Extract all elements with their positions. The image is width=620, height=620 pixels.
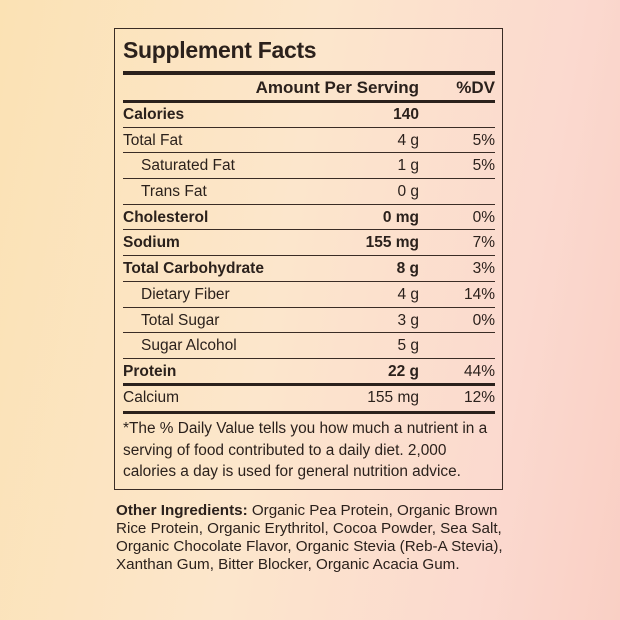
supplement-facts-panel: Supplement Facts Amount Per Serving %DV … <box>114 28 503 490</box>
nutrient-amount: 3 g <box>397 311 419 329</box>
nutrient-row: Protein 22 g 44% <box>123 359 495 385</box>
nutrient-name: Calcium <box>123 388 179 406</box>
nutrient-row: Calories 140 <box>123 102 495 128</box>
nutrient-amount: 22 g <box>387 362 419 380</box>
nutrient-row: Total Fat 4 g 5% <box>123 128 495 154</box>
nutrient-row: Cholesterol 0 mg 0% <box>123 205 495 231</box>
nutrient-name: Sodium <box>123 234 180 252</box>
header-divider <box>123 100 495 103</box>
nutrient-row: Total Carbohydrate 8 g 3% <box>123 256 495 282</box>
nutrient-name: Dietary Fiber <box>141 285 230 303</box>
nutrient-name: Total Fat <box>123 131 183 149</box>
nutrient-row: Dietary Fiber 4 g 14% <box>123 282 495 308</box>
nutrient-row: Calcium 155 mg 12% <box>123 385 495 411</box>
nutrient-amount: 4 g <box>397 131 419 149</box>
nutrient-dv: 14% <box>463 285 495 303</box>
thick-divider <box>123 71 495 75</box>
nutrient-name: Total Sugar <box>141 311 220 329</box>
nutrient-amount: 140 <box>393 106 419 123</box>
nutrient-table: Calories 140 Total Fat 4 g 5% Saturated Fat 1 … <box>123 102 495 410</box>
nutrient-row: Trans Fat 0 g <box>123 179 495 205</box>
nutrient-row: Total Sugar 3 g 0% <box>123 308 495 334</box>
nutrient-row: Sugar Alcohol 5 g <box>123 333 495 359</box>
nutrient-name: Trans Fat <box>141 183 207 201</box>
nutrient-name: Cholesterol <box>123 208 209 226</box>
nutrient-name: Calories <box>123 106 185 123</box>
calcium-divider <box>123 383 495 386</box>
nutrient-amount: 5 g <box>397 337 419 355</box>
nutrient-amount: 1 g <box>397 157 419 175</box>
column-header: Amount Per Serving %DV <box>123 78 495 100</box>
other-ingredients: Other Ingredients: Organic Pea Protein, … <box>116 502 506 574</box>
nutrient-dv: 7% <box>472 234 495 252</box>
nutrient-amount: 4 g <box>397 285 419 303</box>
nutrient-amount: 0 g <box>397 183 419 201</box>
nutrient-amount: 155 mg <box>367 388 419 406</box>
nutrient-amount: 0 mg <box>382 208 419 226</box>
nutrient-row: Saturated Fat 1 g 5% <box>123 153 495 180</box>
nutrient-dv: 3% <box>472 260 495 278</box>
nutrient-dv: 12% <box>463 388 495 406</box>
nutrient-name: Saturated Fat <box>141 157 235 175</box>
dv-header: %DV <box>456 78 495 97</box>
nutrient-dv: 5% <box>472 157 495 175</box>
ingredients-text: Organic Pea Protein, Organic Brown Rice … <box>116 502 503 573</box>
nutrient-name: Total Carbohydrate <box>123 260 264 278</box>
nutrient-dv: 44% <box>463 362 495 380</box>
footnote-divider <box>123 411 495 414</box>
nutrient-amount: 155 mg <box>365 234 419 252</box>
footnote: *The % Daily Value tells you how much a … <box>123 420 488 480</box>
nutrient-dv: 0% <box>472 208 495 226</box>
nutrient-dv: 5% <box>472 131 495 149</box>
nutrient-row: Sodium 155 mg 7% <box>123 230 495 257</box>
amount-header: Amount Per Serving <box>255 78 419 97</box>
nutrient-amount: 8 g <box>396 260 419 278</box>
panel-title: Supplement Facts <box>123 37 317 63</box>
ingredients-label: Other Ingredients: <box>116 502 248 519</box>
nutrient-dv: 0% <box>472 311 495 329</box>
nutrient-name: Sugar Alcohol <box>141 337 237 355</box>
nutrient-name: Protein <box>123 362 177 380</box>
